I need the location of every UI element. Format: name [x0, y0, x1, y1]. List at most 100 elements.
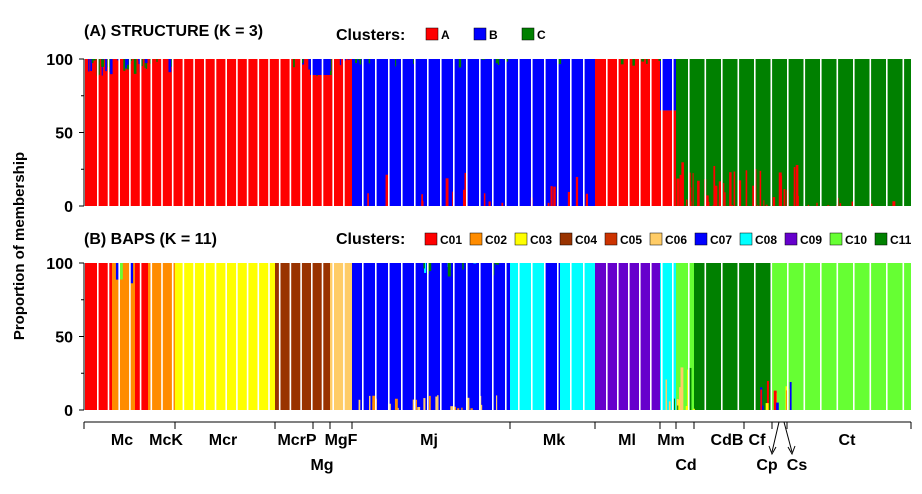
panel-b-block: [694, 263, 772, 410]
panel-a-admixture: [145, 59, 148, 69]
panel-a-admixture: [123, 59, 126, 71]
group-labels: Mc McK Mcr McrP MgF Mj Mk Ml Mm CdB Cf Ct Mg Cd Cp Cs: [111, 432, 856, 474]
bar-separator: [332, 59, 334, 206]
panel-b-admixture: [397, 407, 399, 410]
group-label-cdb: CdB: [711, 432, 744, 449]
group-label-mgf: MgF: [325, 432, 358, 449]
panel-b-admixture: [470, 408, 473, 410]
bar-separator: [583, 263, 585, 410]
panel-b-admixture: [394, 398, 398, 410]
y-tick-label: 50: [55, 330, 73, 347]
bar-separator: [214, 59, 217, 206]
bar-separator: [289, 59, 292, 206]
bar-separator: [388, 263, 390, 410]
bar-separator: [97, 59, 99, 206]
bar-separator: [688, 263, 690, 410]
bar-separator: [414, 263, 416, 410]
panel-b-admixture: [673, 398, 675, 410]
bar-separator: [737, 263, 740, 410]
panel-a-admixture: [575, 176, 579, 206]
panel-b-admixture: [685, 406, 689, 410]
panel-b-admixture: [417, 407, 421, 410]
panel-b-admixture: [358, 399, 361, 410]
panel-a-admixture: [343, 59, 346, 61]
bar-separator: [246, 59, 249, 206]
legend-swatch-c: [521, 27, 535, 41]
panel-a-admixture: [705, 195, 709, 206]
bar-separator: [886, 263, 888, 410]
panel-a-admixture: [483, 193, 486, 206]
bar-separator: [639, 263, 641, 410]
legend-label-c02: C02: [485, 233, 507, 247]
panel-a-admixture: [88, 59, 90, 72]
panel-a-admixture: [506, 59, 509, 62]
panel-a-admixture: [697, 180, 700, 206]
panel-a-admixture: [101, 59, 103, 76]
panel-a-admixture: [712, 205, 716, 206]
panel-a-admixture: [796, 195, 799, 206]
legend-label-c01: C01: [440, 233, 462, 247]
panel-b-admixture: [423, 398, 426, 410]
bar-separator: [557, 263, 559, 410]
panel-b-admixture: [765, 403, 769, 410]
bar-separator: [193, 263, 195, 410]
legend-swatch-c04: [559, 232, 573, 246]
bar-separator: [492, 59, 494, 206]
panel-a-admixture: [133, 59, 137, 74]
bar-separator: [531, 59, 533, 206]
panel-a-admixture: [101, 59, 103, 61]
bar-separator: [375, 263, 377, 410]
bar-separator: [257, 263, 260, 410]
bar-separator: [129, 263, 131, 410]
panel-a-admixture: [501, 202, 504, 206]
panel-a-admixture: [757, 205, 759, 206]
bar-separator: [466, 59, 468, 206]
bar-separator: [787, 263, 789, 410]
panel-a-admixture: [156, 59, 158, 62]
panel-a-admixture: [730, 205, 734, 206]
bar-separator: [225, 59, 227, 206]
panel-a-admixture: [692, 173, 694, 206]
panel-a-admixture: [358, 59, 360, 61]
bar-separator: [754, 59, 756, 206]
panel-a-admixture: [707, 201, 710, 206]
panel-b-admixture: [495, 263, 498, 265]
panel-a-admixture: [102, 59, 105, 60]
bar-separator: [704, 263, 707, 410]
panel-a-block: [595, 59, 660, 206]
bar-separator: [570, 263, 572, 410]
bar-separator: [204, 59, 206, 206]
bar-separator: [214, 263, 217, 410]
bar-separator: [544, 263, 546, 410]
panel-b-admixture: [668, 401, 671, 410]
panel-a-admixture: [738, 180, 742, 206]
bar-separator: [150, 263, 153, 410]
bar-separator: [737, 59, 740, 206]
panel-b-admixture: [447, 263, 451, 277]
panel-a-admixture: [676, 178, 680, 206]
group-label-mck: McK: [149, 432, 183, 449]
panel-a-admixture: [641, 59, 645, 62]
bar-separator: [182, 263, 185, 410]
bar-separator: [721, 263, 723, 410]
bar-separator: [721, 59, 723, 206]
bar-separator: [401, 59, 403, 206]
bar-separator: [225, 263, 227, 410]
bar-separator: [171, 263, 174, 410]
panel-a-admixture: [807, 204, 810, 206]
bar-separator: [661, 263, 663, 410]
panel-a-admixture: [117, 59, 120, 61]
bar-separator: [505, 59, 507, 206]
panel-a-admixture: [138, 59, 141, 61]
panel-a-block: [175, 59, 310, 206]
panel-a-admixture: [658, 59, 662, 61]
legend-label-b: B: [489, 28, 498, 42]
legend-swatch-c09: [784, 232, 798, 246]
legend-swatch-c01: [424, 232, 438, 246]
panel-a-admixture: [503, 59, 505, 60]
panel-a-block: [352, 59, 595, 206]
panel-a-admixture: [308, 59, 312, 70]
bar-separator: [440, 59, 442, 206]
panel-a-admixture: [620, 59, 624, 65]
bar-separator: [278, 59, 281, 206]
